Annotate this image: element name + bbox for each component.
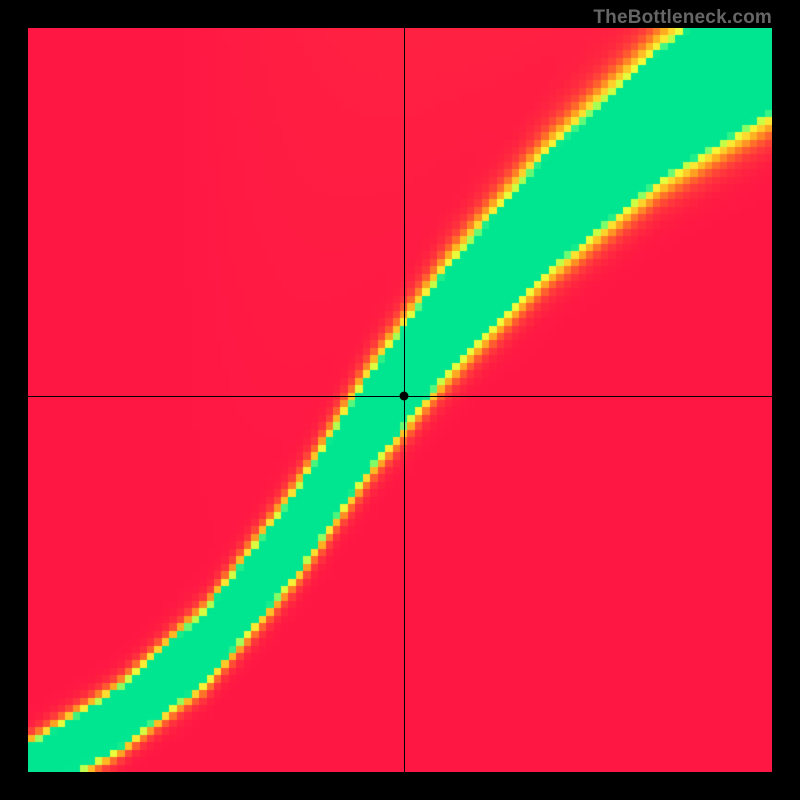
heatmap-canvas [28, 28, 772, 772]
bottleneck-heatmap [28, 28, 772, 772]
watermark-text: TheBottleneck.com [593, 7, 772, 29]
